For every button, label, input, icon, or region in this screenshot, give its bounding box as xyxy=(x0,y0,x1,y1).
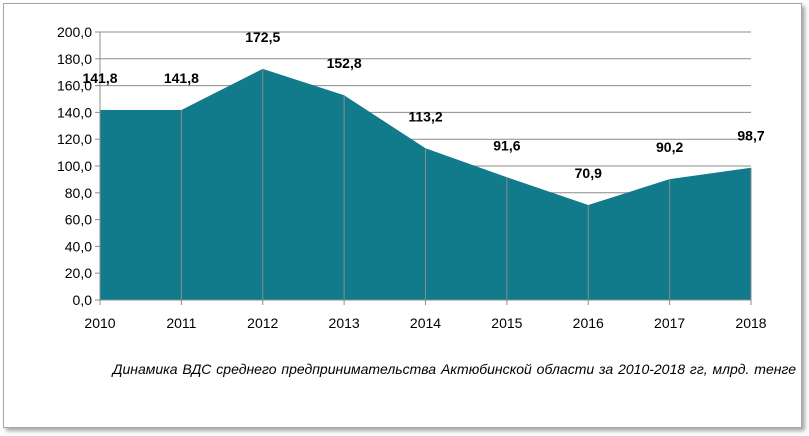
y-axis-tick-labels: 0,0 20,0 40,0 60,0 80,0 100,0 120,0 140,0 160,0 1… xyxy=(57,24,92,308)
y-tick-label: 40,0 xyxy=(65,238,92,254)
y-tick-label: 140,0 xyxy=(57,104,92,120)
x-tick-label: 2013 xyxy=(329,315,360,331)
y-tick-label: 0,0 xyxy=(73,292,93,308)
y-tick-label: 100,0 xyxy=(57,158,92,174)
x-tick-label: 2015 xyxy=(491,315,522,331)
y-tick-label: 160,0 xyxy=(57,78,92,94)
data-label: 90,2 xyxy=(656,139,683,155)
data-labels: 141,8 141,8 172,5 152,8 113,2 91,6 70,9 90,2 98,… xyxy=(82,29,764,181)
chart-caption: Динамика ВДС среднего предпринимательств… xyxy=(112,361,796,377)
data-label: 152,8 xyxy=(327,55,362,71)
data-label: 172,5 xyxy=(245,29,280,45)
y-tick-label: 120,0 xyxy=(57,131,92,147)
y-tick-label: 180,0 xyxy=(57,51,92,67)
x-tick-label: 2016 xyxy=(573,315,604,331)
x-tick-label: 2011 xyxy=(166,315,196,331)
data-label: 113,2 xyxy=(408,108,442,124)
y-tick-label: 80,0 xyxy=(65,185,92,201)
axes xyxy=(95,31,751,301)
x-tick-label: 2017 xyxy=(654,315,685,331)
x-tick-label: 2010 xyxy=(84,315,115,331)
data-label: 98,7 xyxy=(737,128,764,144)
data-label: 70,9 xyxy=(575,165,602,181)
area-chart: 0,020,040,060,080,0100,0120,0140,0160,01… xyxy=(57,24,767,331)
data-label: 91,6 xyxy=(493,137,520,153)
x-axis-tick-labels: 2010 2011 2012 2013 2014 2015 2016 2017 2018 xyxy=(84,315,766,331)
x-tick-label: 2012 xyxy=(247,315,278,331)
data-label: 141,8 xyxy=(164,70,199,86)
y-tick-label: 20,0 xyxy=(65,265,92,281)
x-tick-label: 2018 xyxy=(735,315,766,331)
chart-frame: 0,0 20,0 40,0 60,0 80,0 100,0 120,0 140,0 160,0 1… xyxy=(3,3,802,428)
y-tick-label: 200,0 xyxy=(57,24,92,40)
x-tick-label: 2014 xyxy=(410,315,441,331)
y-tick-label: 60,0 xyxy=(65,212,92,228)
data-label: 141,8 xyxy=(82,70,117,86)
